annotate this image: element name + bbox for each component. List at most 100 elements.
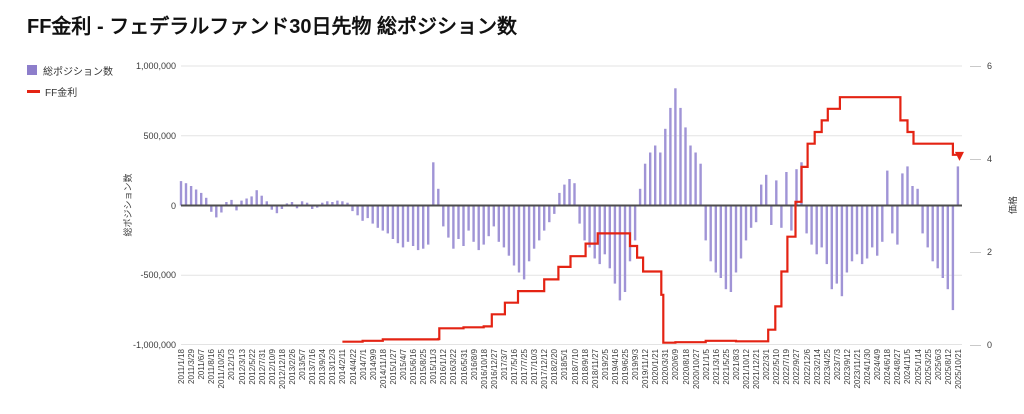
- line-series-swatch-icon: [27, 89, 40, 93]
- x-axis-label: 2016/1/12: [439, 349, 449, 385]
- bar: [830, 205, 833, 290]
- bar: [936, 205, 939, 269]
- bar: [205, 197, 208, 206]
- bar: [926, 205, 929, 248]
- x-axis-label: 2024/11/5: [903, 349, 913, 384]
- x-axis-label: 2015/8/25: [419, 349, 429, 385]
- bar: [467, 205, 470, 231]
- bar: [305, 202, 309, 206]
- bar: [270, 205, 273, 210]
- bar: [391, 205, 395, 239]
- left-tick-label: 1,000,000: [135, 61, 176, 71]
- bar: [245, 198, 248, 206]
- x-axis-label: 2014/7/1: [358, 349, 368, 381]
- bar: [876, 205, 879, 256]
- bar: [608, 205, 611, 269]
- bar: [891, 205, 894, 234]
- x-axis-label: 2016/8/9: [469, 349, 479, 381]
- bar: [260, 195, 263, 206]
- x-axis-label: 2024/8/27: [893, 349, 903, 385]
- bar: [189, 186, 193, 206]
- bar: [785, 172, 788, 206]
- bar: [341, 201, 344, 206]
- right-tick-label: 2: [987, 247, 993, 257]
- ff-rate-path: [342, 96, 961, 344]
- bar: [235, 205, 238, 211]
- bar: [331, 202, 334, 206]
- bar: [896, 205, 899, 245]
- x-axis-label: 2020/1/21: [651, 349, 661, 385]
- bar: [855, 205, 859, 255]
- bar: [502, 205, 506, 248]
- bar: [664, 128, 667, 206]
- bar: [845, 205, 849, 273]
- bar: [568, 179, 571, 206]
- x-axis-label: 2022/7/19: [782, 349, 792, 385]
- bar: [638, 188, 642, 206]
- x-axis-label: 2016/3/22: [449, 349, 459, 385]
- x-axis-label: 2025/3/25: [923, 349, 933, 385]
- x-axis-label: 2019/4/16: [610, 349, 620, 385]
- bar: [956, 166, 960, 206]
- x-axis-label: 2023/11/21: [853, 349, 863, 389]
- bar-series: [179, 88, 960, 311]
- bar: [760, 184, 763, 206]
- bar: [669, 107, 672, 206]
- x-axis-label: 2012/1/3: [227, 349, 237, 381]
- bar: [215, 205, 218, 218]
- plot-area[interactable]: [179, 65, 964, 345]
- x-axis-label: 2016/10/18: [479, 349, 489, 390]
- bar: [649, 152, 652, 206]
- bar: [326, 201, 329, 206]
- x-axis-label: 2015/1/27: [388, 349, 398, 385]
- x-axis-label: 2023/9/12: [842, 349, 852, 385]
- bar: [250, 196, 253, 206]
- x-axis-label: 2014/2/11: [338, 349, 348, 384]
- bar: [613, 205, 617, 284]
- x-axis-label: 2021/1/5: [701, 349, 711, 381]
- bar: [729, 205, 733, 292]
- zero-line: [181, 204, 962, 207]
- bar: [780, 205, 783, 228]
- bar: [659, 152, 662, 206]
- bar: [275, 205, 279, 214]
- bar: [825, 205, 828, 265]
- bar: [381, 205, 384, 231]
- bar: [563, 184, 566, 206]
- x-axis-label: 2023/7/3: [832, 349, 842, 381]
- x-axis-label: 2024/1/30: [863, 349, 873, 385]
- bar: [654, 145, 657, 206]
- bar: [871, 205, 874, 248]
- x-axis-label: 2021/8/3: [731, 349, 741, 381]
- bar: [200, 192, 203, 206]
- x-axis-label: 2020/8/18: [681, 349, 691, 385]
- x-axis-label: 2018/2/20: [550, 349, 560, 385]
- bar: [916, 188, 919, 206]
- bar: [850, 205, 854, 262]
- bar: [790, 205, 793, 231]
- x-axis-label: 2019/11/12: [641, 349, 651, 389]
- x-axis-label: 2022/3/1: [762, 349, 772, 381]
- bar: [734, 205, 738, 273]
- right-tick-mark: [970, 252, 981, 253]
- right-axis-title: 価格: [1008, 195, 1018, 215]
- legend-item-positions: 総ポジション数: [27, 64, 113, 78]
- bar: [709, 205, 712, 262]
- bar: [739, 205, 743, 259]
- bar: [835, 205, 838, 284]
- bar: [623, 205, 627, 292]
- bar: [210, 205, 213, 212]
- bar: [472, 205, 475, 242]
- x-axis-label: 2016/5/31: [459, 349, 469, 385]
- bar: [704, 205, 707, 241]
- bar: [179, 181, 183, 206]
- x-axis-label: 2023/2/14: [812, 349, 822, 385]
- right-tick-mark: [970, 66, 981, 67]
- bar: [240, 200, 243, 206]
- x-axis-label: 2013/2/26: [287, 349, 297, 385]
- bar: [553, 205, 556, 214]
- bar: [386, 205, 389, 234]
- bar: [714, 205, 717, 273]
- bar: [401, 205, 405, 248]
